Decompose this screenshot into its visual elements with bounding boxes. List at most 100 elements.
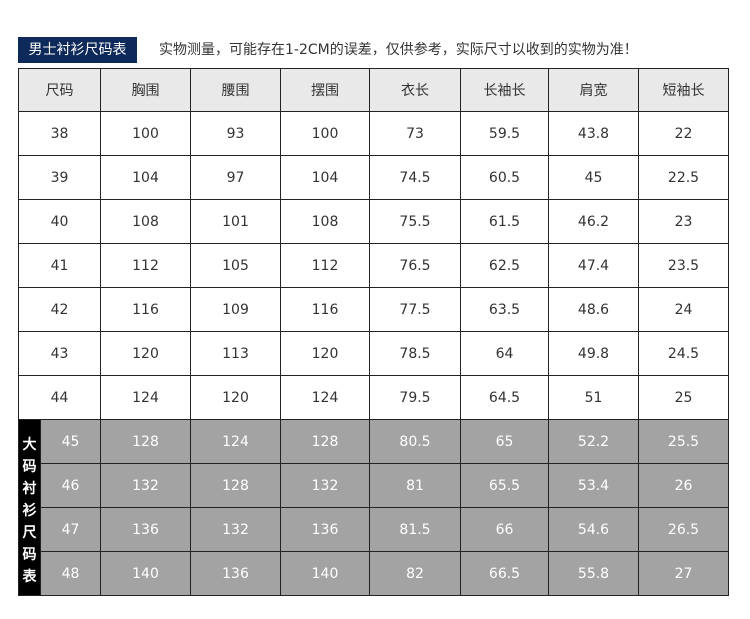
table-cell: 43.8: [548, 111, 639, 156]
column-header: 肩宽: [548, 68, 639, 112]
table-cell: 128: [190, 463, 281, 508]
table-cell: 64.5: [460, 375, 549, 420]
table-cell: 108: [100, 199, 191, 244]
table-cell: 26.5: [638, 507, 729, 552]
table-cell: 108: [280, 199, 370, 244]
table-cell: 132: [280, 463, 370, 508]
table-cell: 80.5: [369, 419, 461, 464]
table-cell: 100: [280, 111, 370, 156]
table-cell: 73: [369, 111, 461, 156]
table-cell: 124: [190, 419, 281, 464]
table-cell: 54.6: [548, 507, 639, 552]
table-cell: 43: [18, 331, 101, 376]
table-cell: 79.5: [369, 375, 461, 420]
table-cell: 60.5: [460, 155, 549, 200]
table-row: 40 108 101 108 75.5 61.5 46.2 23: [18, 199, 729, 244]
table-cell: 24.5: [638, 331, 729, 376]
big-size-row: 46 132 128 132 81 65.5 53.4 26: [19, 463, 729, 508]
table-cell: 112: [280, 243, 370, 288]
table-cell: 66.5: [460, 551, 549, 596]
column-header: 胸围: [100, 68, 191, 112]
table-cell: 132: [100, 463, 191, 508]
table-cell: 45: [40, 419, 101, 464]
table-cell: 41: [18, 243, 101, 288]
table-cell: 74.5: [369, 155, 461, 200]
table-cell: 52.2: [548, 419, 639, 464]
table-cell: 112: [100, 243, 191, 288]
table-row: 44 124 120 124 79.5 64.5 51 25: [18, 375, 729, 420]
table-cell: 39: [18, 155, 101, 200]
table-cell: 22.5: [638, 155, 729, 200]
table-cell: 27: [638, 551, 729, 596]
table-cell: 100: [100, 111, 191, 156]
table-row: 42 116 109 116 77.5 63.5 48.6 24: [18, 287, 729, 332]
table-cell: 136: [190, 551, 281, 596]
table-row: 39 104 97 104 74.5 60.5 45 22.5: [18, 155, 729, 200]
measurement-note: 实物测量，可能存在1-2CM的误差，仅供参考，实际尺寸以收到的实物为准！: [159, 42, 638, 58]
table-cell: 63.5: [460, 287, 549, 332]
table-cell: 113: [190, 331, 281, 376]
table-cell: 140: [280, 551, 370, 596]
table-row: 43 120 113 120 78.5 64 49.8 24.5: [18, 331, 729, 376]
table-cell: 124: [100, 375, 191, 420]
table-cell: 40: [18, 199, 101, 244]
big-size-label: 大码衬衫尺码表: [18, 419, 41, 596]
table-cell: 42: [18, 287, 101, 332]
column-header: 腰围: [190, 68, 281, 112]
chart-title: 男士衬衫尺码表: [18, 37, 137, 63]
table-cell: 53.4: [548, 463, 639, 508]
table-cell: 109: [190, 287, 281, 332]
table-cell: 104: [280, 155, 370, 200]
table-cell: 49.8: [548, 331, 639, 376]
table-cell: 81: [369, 463, 461, 508]
big-size-row: 48 140 136 140 82 66.5 55.8 27: [19, 551, 729, 596]
table-cell: 25.5: [638, 419, 729, 464]
column-header: 长袖长: [460, 68, 549, 112]
table-cell: 105: [190, 243, 281, 288]
table-cell: 140: [100, 551, 191, 596]
table-cell: 82: [369, 551, 461, 596]
table-cell: 124: [280, 375, 370, 420]
table-cell: 47: [40, 507, 101, 552]
table-cell: 120: [100, 331, 191, 376]
table-cell: 46.2: [548, 199, 639, 244]
table-cell: 116: [280, 287, 370, 332]
big-size-label-text: 大码衬衫尺码表: [22, 436, 37, 585]
table-cell: 59.5: [460, 111, 549, 156]
big-size-row: 大码衬衫尺码表 45 128 124 128 80.5 65 52.2 25.5: [18, 419, 729, 596]
table-cell: 132: [190, 507, 281, 552]
table-cell: 45: [548, 155, 639, 200]
table-cell: 64: [460, 331, 549, 376]
table-cell: 46: [40, 463, 101, 508]
table-cell: 77.5: [369, 287, 461, 332]
table-cell: 48.6: [548, 287, 639, 332]
table-cell: 61.5: [460, 199, 549, 244]
table-cell: 78.5: [369, 331, 461, 376]
table-cell: 65.5: [460, 463, 549, 508]
table-cell: 24: [638, 287, 729, 332]
table-cell: 25: [638, 375, 729, 420]
table-cell: 128: [280, 419, 370, 464]
table-cell: 75.5: [369, 199, 461, 244]
table-cell: 120: [190, 375, 281, 420]
table-cell: 81.5: [369, 507, 461, 552]
table-cell: 136: [280, 507, 370, 552]
table-cell: 22: [638, 111, 729, 156]
table-cell: 51: [548, 375, 639, 420]
column-header: 尺码: [18, 68, 101, 112]
table-cell: 104: [100, 155, 191, 200]
table-cell: 26: [638, 463, 729, 508]
size-table: 尺码 胸围 腰围 摆围 衣长 长袖长 肩宽 短袖长 38 100 93 100 73 59.5 43.8 2…: [18, 68, 729, 596]
table-cell: 97: [190, 155, 281, 200]
table-cell: 116: [100, 287, 191, 332]
table-cell: 101: [190, 199, 281, 244]
table-cell: 48: [40, 551, 101, 596]
table-cell: 23.5: [638, 243, 729, 288]
column-header: 衣长: [369, 68, 461, 112]
column-header: 摆围: [280, 68, 370, 112]
table-cell: 66: [460, 507, 549, 552]
column-header: 短袖长: [638, 68, 729, 112]
table-cell: 120: [280, 331, 370, 376]
table-cell: 62.5: [460, 243, 549, 288]
table-cell: 44: [18, 375, 101, 420]
